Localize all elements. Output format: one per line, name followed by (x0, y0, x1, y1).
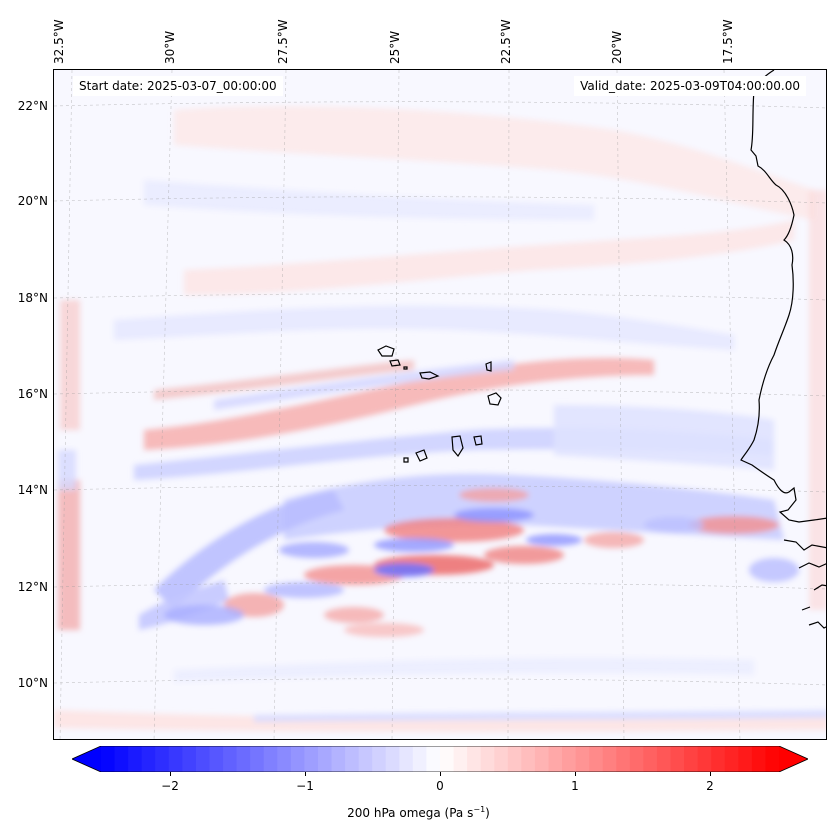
colorbar-level (670, 746, 685, 772)
colorbar-level (385, 746, 400, 772)
lat-label-20n: 20°N (17, 194, 48, 208)
lat-label-22n: 22°N (17, 99, 48, 113)
colorbar-tick-label: 2 (706, 779, 714, 793)
island-santiago (451, 435, 464, 458)
colorbar-units: Pa s (449, 806, 474, 820)
island-boa-vista (487, 392, 502, 406)
island-maio (473, 435, 483, 446)
colorbar-level (250, 746, 265, 772)
colorbar-tick-label: −1 (296, 779, 314, 793)
colorbar-level (128, 746, 143, 772)
island-sao-nicolau (419, 371, 440, 380)
colorbar-tick (305, 772, 306, 776)
colorbar-level (521, 746, 536, 772)
colorbar-level (629, 746, 644, 772)
colorbar-extend-min (72, 746, 101, 772)
lat-label-18n: 18°N (17, 291, 48, 305)
colorbar-level (304, 746, 319, 772)
colorbar-level (711, 746, 726, 772)
island-sal (485, 361, 492, 372)
colorbar-level (751, 746, 766, 772)
colorbar-level (168, 746, 183, 772)
colorbar-level (467, 746, 482, 772)
colorbar-tick-label: 1 (571, 779, 579, 793)
colorbar-level (602, 746, 617, 772)
colorbar-level (331, 746, 346, 772)
colorbar-level (765, 746, 780, 772)
lon-label-20w: 20°W (610, 30, 624, 64)
island-santa-luzia (403, 366, 408, 370)
colorbar-level (372, 746, 387, 772)
colorbar-tick (440, 772, 441, 776)
start-date-label: Start date: 2025-03-07_00:00:00 (73, 76, 283, 96)
colorbar-level (345, 746, 360, 772)
colorbar-tick (710, 772, 711, 776)
colorbar-level (277, 746, 292, 772)
colorbar-level (223, 746, 238, 772)
colorbar-level (412, 746, 427, 772)
lat-label-16n: 16°N (17, 387, 48, 401)
colorbar-level (426, 746, 441, 772)
colorbar-extend-max (779, 746, 808, 772)
colorbar-level (453, 746, 468, 772)
colorbar-level (290, 746, 305, 772)
colorbar-level (534, 746, 549, 772)
colorbar-level (358, 746, 373, 772)
colorbar-level (562, 746, 577, 772)
lat-label-10n: 10°N (17, 676, 48, 690)
lon-label-22-5w: 22.5°W (499, 19, 513, 64)
omega-field-map (54, 70, 826, 739)
cape-verde-islands (377, 345, 502, 463)
colorbar-level (141, 746, 156, 772)
colorbar-level (440, 746, 455, 772)
colorbar-level (399, 746, 414, 772)
colorbar-level (697, 746, 712, 772)
omega-contours (54, 106, 826, 732)
lon-label-30w: 30°W (163, 30, 177, 64)
colorbar-level (507, 746, 522, 772)
colorbar-level (236, 746, 251, 772)
colorbar-level (263, 746, 278, 772)
island-santo-antao (377, 345, 395, 357)
colorbar-level (182, 746, 197, 772)
colorbar-level (155, 746, 170, 772)
colorbar-units-exponent: −1 (473, 805, 486, 814)
island-fogo (415, 449, 428, 462)
lon-label-32-5w: 32.5°W (52, 19, 66, 64)
lon-label-25w: 25°W (388, 30, 402, 64)
colorbar (72, 746, 808, 772)
colorbar-title: 200 hPa omega (Pa s−1) (347, 805, 490, 820)
lat-label-12n: 12°N (17, 580, 48, 594)
lat-label-14n: 14°N (17, 483, 48, 497)
colorbar-level (616, 746, 631, 772)
colorbar-tick-label: −2 (161, 779, 179, 793)
colorbar-level (317, 746, 333, 772)
colorbar-level (724, 746, 739, 772)
colorbar-tick (170, 772, 171, 776)
island-brava (403, 457, 409, 463)
lon-label-17-5w: 17.5°W (721, 19, 735, 64)
colorbar-variable: 200 hPa omega (347, 806, 441, 820)
colorbar-tick (575, 772, 576, 776)
graticule (54, 70, 826, 739)
colorbar-segments (101, 746, 780, 772)
colorbar-level (575, 746, 590, 772)
colorbar-level (656, 746, 672, 772)
colorbar-level (589, 746, 604, 772)
colorbar-level (101, 746, 116, 772)
colorbar-level (684, 746, 699, 772)
lon-label-27-5w: 27.5°W (276, 19, 290, 64)
island-sao-vicente (389, 359, 401, 367)
colorbar-level (114, 746, 129, 772)
map-plot-area (53, 69, 827, 740)
colorbar-level (480, 746, 495, 772)
colorbar-tick-label: 0 (436, 779, 444, 793)
colorbar-level (494, 746, 509, 772)
colorbar-level (209, 746, 224, 772)
valid-date-label: Valid_date: 2025-03-09T04:00:00.00 (574, 76, 806, 96)
colorbar-level (195, 746, 210, 772)
colorbar-level (738, 746, 753, 772)
colorbar-level (548, 746, 563, 772)
colorbar-level (643, 746, 658, 772)
